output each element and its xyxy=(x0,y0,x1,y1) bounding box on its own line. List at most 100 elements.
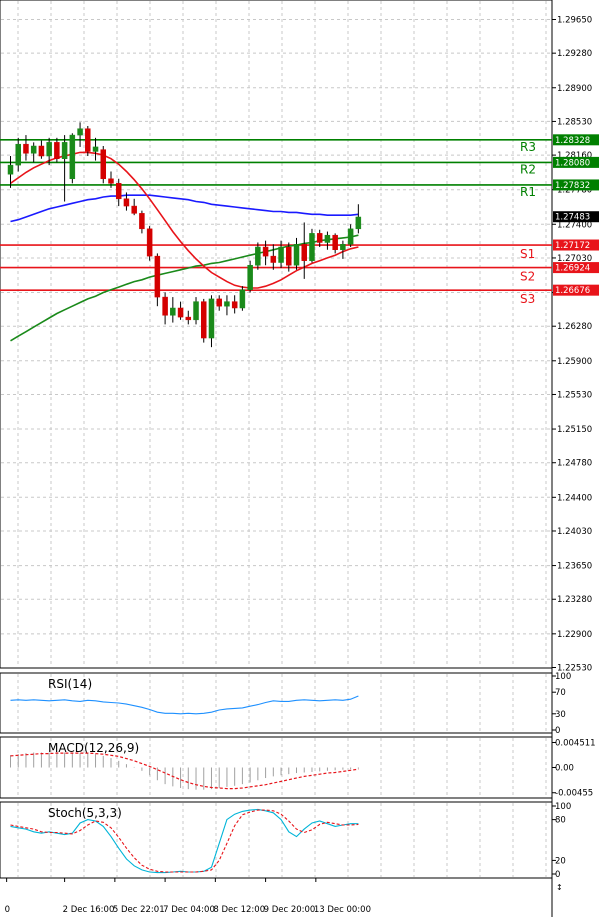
y-tick-label: 1.25900 xyxy=(557,357,592,367)
x-tick-label: 2 Dec 16:00 xyxy=(63,905,115,915)
candle-body xyxy=(154,255,161,298)
y-tick-label: 1.22900 xyxy=(557,630,592,640)
candle-body xyxy=(216,298,222,307)
x-tick-label: 8 Dec 12:00 xyxy=(213,905,265,915)
candle-body xyxy=(309,233,315,261)
candle-body xyxy=(278,246,284,263)
candle-body xyxy=(30,145,37,154)
y-tick-label: 1.26280 xyxy=(557,322,592,332)
candle-body xyxy=(193,301,199,321)
candle-body xyxy=(92,146,99,152)
candle-body xyxy=(231,301,238,309)
pivot-price-label: 1.26676 xyxy=(555,286,590,296)
y-tick-label: 1.29650 xyxy=(557,16,592,26)
candle-body xyxy=(332,234,338,251)
y-tick-label: 1.22530 xyxy=(557,664,592,674)
pivot-price-label: 1.27172 xyxy=(555,241,590,251)
moving-average-slow xyxy=(10,194,359,223)
pivot-label-r3: R3 xyxy=(520,140,536,154)
candle-body xyxy=(38,145,45,157)
axis-scroll-marker: ↕ xyxy=(556,883,563,892)
y-tick-label: 1.27780 xyxy=(557,186,592,196)
y-tick-label: 100 xyxy=(555,802,571,812)
candle-body xyxy=(208,298,215,339)
x-tick-label: 9 Dec 20:00 xyxy=(264,905,316,915)
candle-body xyxy=(185,316,192,321)
pivot-price-tag-r1 xyxy=(553,179,599,191)
y-tick-label: 1.24030 xyxy=(557,527,592,537)
candle-body xyxy=(69,134,76,180)
candle-body xyxy=(123,198,130,207)
y-tick-label: -0.00455 xyxy=(555,789,593,799)
moving-average-fast xyxy=(10,151,359,289)
candle-body xyxy=(316,233,323,243)
candle-body xyxy=(247,264,253,291)
candle-body xyxy=(262,246,269,257)
candle-body xyxy=(239,289,246,309)
y-tick-label: 0.00 xyxy=(555,764,574,774)
y-tick-label: 70 xyxy=(555,688,566,698)
panel-frame-main xyxy=(0,0,553,669)
pivot-price-tag-s1 xyxy=(553,239,599,251)
candle-body xyxy=(162,296,168,316)
y-tick-label: 1.28160 xyxy=(557,151,592,161)
y-tick-label: 1.23280 xyxy=(557,595,592,605)
stoch-d-line xyxy=(10,809,359,873)
pivot-label-s2: S2 xyxy=(520,270,535,284)
macd-signal-line xyxy=(10,752,359,790)
indicator-title: MACD(12,26,9) xyxy=(48,741,139,755)
pivot-label-s1: S1 xyxy=(520,247,535,261)
y-tick-label: 1.27030 xyxy=(557,254,592,264)
candle-body xyxy=(61,142,68,159)
candle-body xyxy=(170,307,176,316)
pivot-label-s3: S3 xyxy=(520,292,535,306)
x-tick-label: 7 Dec 04:00 xyxy=(163,905,215,915)
pivot-price-label: 1.28328 xyxy=(555,136,590,146)
pivot-price-label: 1.27832 xyxy=(555,181,590,191)
moving-average-mid xyxy=(10,234,359,342)
y-tick-label: 0 xyxy=(555,726,560,736)
candle-body xyxy=(15,143,21,166)
y-tick-label: 1.27400 xyxy=(557,220,592,230)
x-tick-label: 13 Dec 00:00 xyxy=(314,905,371,915)
panel-frame-macd xyxy=(0,736,553,799)
y-tick-label: 30 xyxy=(555,710,566,720)
candle-body xyxy=(347,228,354,245)
current-price-tag xyxy=(553,211,599,223)
pivot-label-r1: R1 xyxy=(520,185,536,199)
y-tick-label: 1.28530 xyxy=(557,117,592,127)
candle-body xyxy=(7,164,14,175)
candle-body xyxy=(54,142,60,159)
candle-body xyxy=(355,216,362,230)
y-tick-label: 20 xyxy=(555,856,566,866)
y-tick-label: 100 xyxy=(555,672,571,682)
pivot-price-label: 1.26924 xyxy=(555,264,590,274)
pivot-label-r2: R2 xyxy=(520,162,536,176)
candle-body xyxy=(23,143,29,154)
y-tick-label: 1.25530 xyxy=(557,390,592,400)
y-tick-label: 1.24400 xyxy=(557,493,592,503)
pivot-price-tag-s2 xyxy=(553,262,599,274)
candle-body xyxy=(146,228,153,257)
panel-frame-rsi xyxy=(0,672,553,734)
pivot-price-tag-r2 xyxy=(553,156,599,168)
x-tick-label: 5 Dec 22:01 xyxy=(113,905,165,915)
candle-body xyxy=(301,244,307,261)
rsi-line xyxy=(10,695,359,715)
candle-body xyxy=(77,128,83,136)
candle-body xyxy=(177,307,184,318)
stoch-k-line xyxy=(10,808,359,874)
pivot-price-label: 1.28080 xyxy=(555,158,590,168)
candle-body xyxy=(324,234,331,243)
candle-body xyxy=(255,246,261,266)
y-tick-label: 1.28900 xyxy=(557,84,592,94)
candle-body xyxy=(131,205,137,214)
candle-body xyxy=(46,142,52,157)
y-tick-label: 1.29280 xyxy=(557,49,592,59)
y-tick-label: 0.004511 xyxy=(555,738,596,748)
y-tick-label: 0 xyxy=(555,870,560,880)
x-tick-label: 0 xyxy=(5,905,10,915)
y-tick-label: 1.24780 xyxy=(557,459,592,469)
